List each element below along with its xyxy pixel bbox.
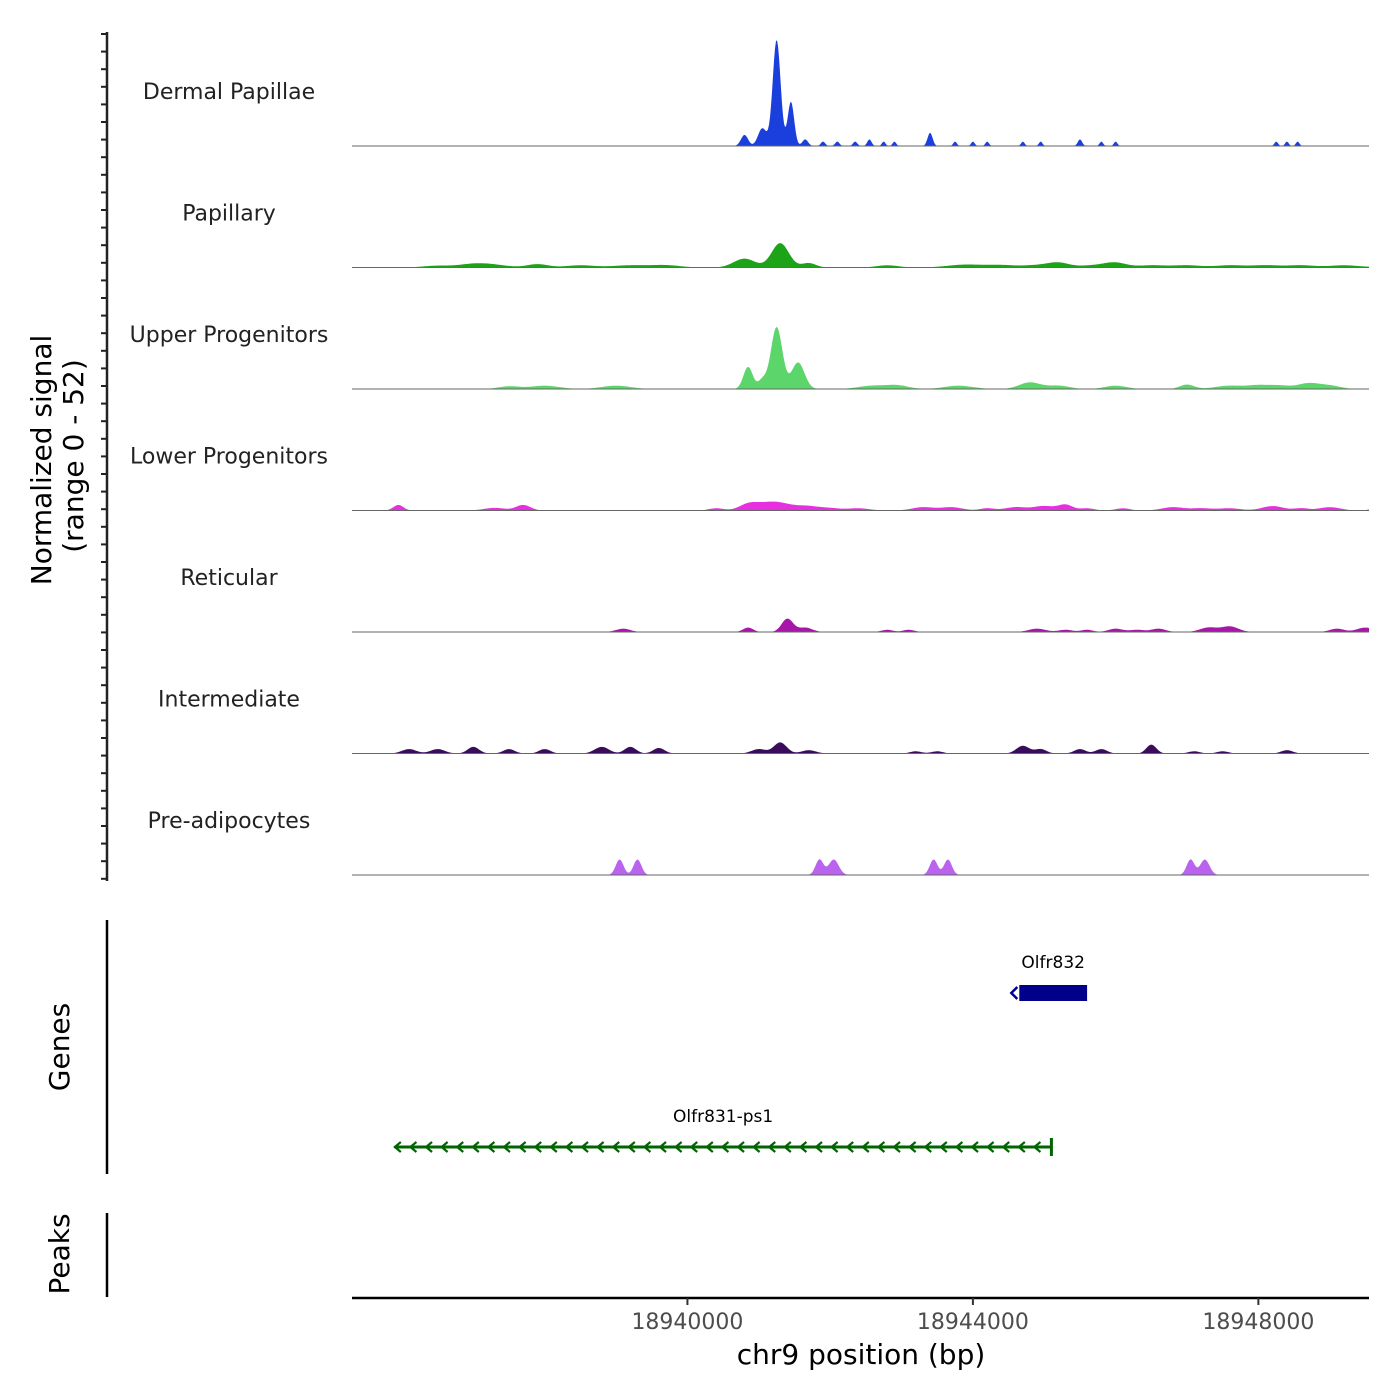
gene-label: Olfr831-ps1 xyxy=(673,1107,773,1127)
strand-arrow xyxy=(798,1141,808,1153)
strand-arrow xyxy=(549,1141,558,1153)
signal-area xyxy=(352,501,1369,511)
track-label: Intermediate xyxy=(158,688,300,713)
strand-arrow xyxy=(845,1141,854,1153)
signal-area xyxy=(352,742,1369,754)
strand-arrow xyxy=(923,1141,932,1153)
strand-arrow xyxy=(455,1141,464,1153)
track-reticular: Reticular xyxy=(180,566,1369,633)
strand-arrow xyxy=(673,1141,683,1153)
strand-arrow xyxy=(689,1141,698,1153)
strand-arrow xyxy=(408,1141,418,1153)
track-label: Lower Progenitors xyxy=(130,445,328,470)
strand-arrow xyxy=(767,1141,776,1153)
strand-arrow xyxy=(517,1141,527,1153)
y-axis-title-line1: Normalized signal xyxy=(25,335,58,586)
coverage-y-ticks xyxy=(101,33,107,880)
track-label: Dermal Papillae xyxy=(143,80,315,105)
strand-arrow xyxy=(783,1141,792,1153)
strand-arrow xyxy=(533,1141,542,1153)
strand-arrow xyxy=(970,1141,979,1153)
strand-arrow xyxy=(642,1141,652,1153)
track-dermal-papillae: Dermal Papillae xyxy=(143,40,1369,147)
strand-arrow xyxy=(471,1141,480,1153)
track-lower-progenitors: Lower Progenitors xyxy=(130,445,1369,511)
strand-arrow xyxy=(907,1141,917,1153)
strand-arrow xyxy=(720,1141,730,1153)
gene-olfr831-ps1: Olfr831-ps1 xyxy=(393,1107,1053,1156)
strand-arrow xyxy=(658,1141,667,1153)
peaks-track-title: Peaks xyxy=(43,1213,76,1294)
signal-area xyxy=(352,618,1369,632)
genes-track-title: Genes xyxy=(43,1003,76,1091)
x-tick-label: 18944000 xyxy=(917,1310,1029,1335)
strand-arrow xyxy=(985,1141,995,1153)
strand-arrow xyxy=(627,1141,636,1153)
strand-arrow xyxy=(736,1141,745,1153)
track-pre-adipocytes: Pre-adipocytes xyxy=(148,809,1369,876)
strand-arrow xyxy=(1001,1141,1010,1153)
track-label: Reticular xyxy=(180,566,278,591)
strand-arrow xyxy=(611,1141,620,1153)
track-label: Upper Progenitors xyxy=(130,323,329,348)
strand-arrow xyxy=(954,1141,964,1153)
strand-arrow xyxy=(876,1141,886,1153)
strand-arrow xyxy=(861,1141,870,1153)
x-tick-label: 18948000 xyxy=(1202,1310,1314,1335)
strand-arrow xyxy=(705,1141,714,1153)
strand-arrow xyxy=(393,1141,402,1153)
strand-arrow xyxy=(814,1141,823,1153)
coverage-tracks: Dermal Papillae Papillary Upper Progenitor… xyxy=(130,40,1369,876)
x-axis-ticks: 18940000 18944000 18948000 xyxy=(631,1298,1314,1335)
track-intermediate: Intermediate xyxy=(158,688,1369,754)
signal-area xyxy=(352,859,1369,875)
track-label: Papillary xyxy=(182,202,276,227)
y-axis-title-line2: (range 0 - 52) xyxy=(57,359,90,553)
strand-arrow xyxy=(829,1141,839,1153)
strand-arrow xyxy=(1032,1141,1042,1153)
track-label: Pre-adipocytes xyxy=(148,809,311,834)
strand-arrow xyxy=(595,1141,605,1153)
gene-olfr832: Olfr832 xyxy=(1009,953,1088,1001)
strand-arrow xyxy=(751,1141,761,1153)
gene-annotations: Olfr832 Olfr831-ps1 xyxy=(393,953,1088,1156)
strand-arrow xyxy=(502,1141,511,1153)
x-tick-label: 18940000 xyxy=(631,1310,743,1335)
track-upper-progenitors: Upper Progenitors xyxy=(130,323,1369,390)
signal-area xyxy=(352,327,1369,389)
strand-arrow xyxy=(1009,986,1019,1000)
strand-arrow xyxy=(439,1141,449,1153)
strand-arrow xyxy=(564,1141,574,1153)
strand-arrow xyxy=(892,1141,901,1153)
gene-label: Olfr832 xyxy=(1021,953,1085,973)
signal-area xyxy=(352,243,1369,268)
signal-area xyxy=(352,40,1369,147)
strand-arrow xyxy=(939,1141,948,1153)
strand-arrow xyxy=(1017,1141,1026,1153)
track-papillary: Papillary xyxy=(182,202,1369,268)
strand-arrow xyxy=(580,1141,589,1153)
x-axis-title: chr9 position (bp) xyxy=(737,1338,986,1371)
strand-arrow xyxy=(486,1141,496,1153)
strand-arrow xyxy=(424,1141,433,1153)
gene-exon xyxy=(1019,985,1088,1001)
